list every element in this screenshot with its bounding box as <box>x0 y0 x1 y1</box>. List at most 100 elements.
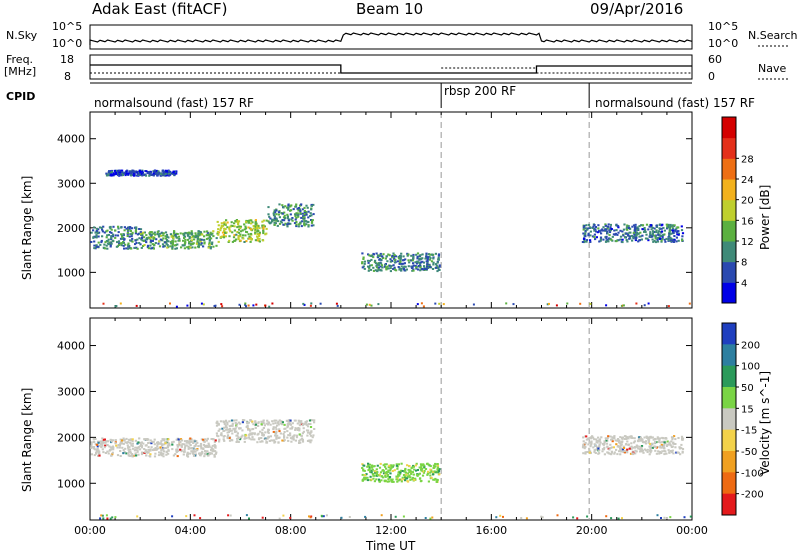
data-point-velocity-1-36 <box>226 421 229 424</box>
data-point-velocity-2-190 <box>388 477 391 480</box>
data-point-power-6-234 <box>656 238 659 241</box>
data-point-power-5-242 <box>402 268 406 270</box>
freq-unit: [MHz] <box>4 65 37 78</box>
data-point-velocity-0-311 <box>176 455 179 458</box>
data-point-power-3-157 <box>269 217 272 220</box>
data-point-velocity-0-345 <box>93 454 96 457</box>
data-point-velocity-2-130 <box>374 471 377 474</box>
data-point-velocity-3-224 <box>629 446 632 449</box>
data-point-velocity-1-6 <box>277 420 280 423</box>
data-point-power-3-1 <box>301 208 304 211</box>
data-point-power-5-36 <box>398 267 401 270</box>
data-point-velocity-2-159 <box>412 473 415 476</box>
data-point-power-5-41 <box>435 264 438 267</box>
data-point-power-1-188 <box>175 232 178 235</box>
data-point-power-4-121 <box>144 173 147 176</box>
data-point-power-4-241 <box>113 169 116 172</box>
data-point-power-4-228 <box>167 173 171 175</box>
data-point-power-1-252 <box>198 242 201 245</box>
data-point-power-5-134 <box>421 253 424 256</box>
data-point-velocity-1-127 <box>275 419 278 422</box>
data-point-power-5-154 <box>397 257 401 260</box>
data-point-velocity-3-206 <box>605 439 608 442</box>
data-point-velocity-3-305 <box>658 439 661 442</box>
data-point-velocity-3-221 <box>654 445 657 448</box>
data-point-power-1-99 <box>208 239 211 242</box>
data-point-velocity-1-143 <box>298 439 301 442</box>
data-point-power-5-253 <box>363 260 366 263</box>
data-point-power-3-77 <box>295 212 298 215</box>
data-point-power-1-72 <box>196 237 199 240</box>
data-point-velocity-2-139 <box>390 466 393 469</box>
data-point-velocity-1-97 <box>241 434 244 437</box>
data-point-velocity-2-250 <box>404 468 407 471</box>
data-point-velocity-1-27 <box>272 430 275 433</box>
data-point-velocity-0-350 <box>199 442 203 445</box>
data-point-velocity-2-78 <box>361 473 364 476</box>
data-point-velocity-1-347 <box>224 420 228 423</box>
data-point-power-4-220 <box>135 171 138 174</box>
data-point-power-6-31 <box>661 235 664 238</box>
data-point-power-1-70 <box>169 245 172 248</box>
data-point-velocity-0-27 <box>197 445 200 448</box>
data-point-velocity-1-120 <box>278 428 281 431</box>
data-point-power-0-100 <box>101 235 104 238</box>
data-point-power-0-174 <box>104 241 107 244</box>
data-point-velocity-3-346 <box>648 445 651 448</box>
data-point-velocity-1-109 <box>237 421 240 424</box>
nsearch-label: N.Search <box>748 29 798 42</box>
data-point-power-2-125 <box>256 227 259 230</box>
data-point-velocity-3-237 <box>671 438 674 441</box>
data-point-power-3-134 <box>273 223 276 226</box>
ground-point-power-41 <box>221 305 224 308</box>
data-point-velocity-1-214 <box>241 421 244 424</box>
data-point-velocity-0-284 <box>140 453 144 456</box>
data-point-velocity-0-355 <box>188 440 191 443</box>
data-point-power-6-278 <box>677 230 680 233</box>
data-point-velocity-0-195 <box>144 444 147 447</box>
data-point-power-0-144 <box>127 244 130 247</box>
data-point-power-6-62 <box>675 227 678 230</box>
data-point-power-2-164 <box>239 227 242 229</box>
data-point-power-0-16 <box>123 247 126 250</box>
data-point-power-4-219 <box>139 173 142 176</box>
data-point-velocity-3-76 <box>611 438 614 441</box>
data-point-velocity-0-34 <box>215 451 218 454</box>
data-point-velocity-0-398 <box>125 437 128 440</box>
data-point-power-5-173 <box>415 266 418 269</box>
data-point-velocity-3-235 <box>616 439 619 442</box>
data-point-velocity-1-150 <box>273 419 276 422</box>
data-point-power-4-247 <box>142 173 145 176</box>
colorbar-frame-velocity <box>721 322 737 516</box>
data-point-power-3-51 <box>310 224 313 227</box>
colorbar-tick-label-power-5: 24 <box>741 175 754 186</box>
data-point-power-6-139 <box>637 232 640 235</box>
ground-point-velocity-41 <box>380 514 383 517</box>
data-point-power-6-306 <box>657 233 660 236</box>
data-point-power-0-86 <box>117 225 120 228</box>
data-point-velocity-0-303 <box>150 440 154 443</box>
ground-point-velocity-19 <box>689 515 692 518</box>
data-point-velocity-3-205 <box>591 435 594 438</box>
data-point-velocity-2-56 <box>387 469 390 472</box>
data-point-velocity-0-283 <box>214 439 217 442</box>
data-point-velocity-2-137 <box>396 480 399 483</box>
data-point-velocity-1-225 <box>262 422 265 425</box>
data-point-power-0-113 <box>106 247 109 250</box>
data-point-power-3-68 <box>301 212 304 215</box>
data-point-power-3-163 <box>302 216 305 219</box>
data-point-velocity-0-419 <box>101 437 104 440</box>
data-point-velocity-3-302 <box>644 442 648 445</box>
data-point-velocity-1-240 <box>232 427 235 430</box>
data-point-velocity-2-254 <box>398 474 401 477</box>
data-point-power-3-44 <box>275 219 278 222</box>
data-point-velocity-2-161 <box>436 468 439 471</box>
data-point-power-1-223 <box>160 234 163 237</box>
data-point-velocity-0-165 <box>165 442 168 445</box>
data-point-power-5-168 <box>380 262 383 265</box>
data-point-power-3-76 <box>291 217 294 219</box>
data-point-velocity-3-316 <box>593 449 596 452</box>
data-point-power-6-294 <box>606 225 609 228</box>
data-point-power-2-166 <box>239 230 243 233</box>
data-point-power-6-119 <box>589 230 592 233</box>
